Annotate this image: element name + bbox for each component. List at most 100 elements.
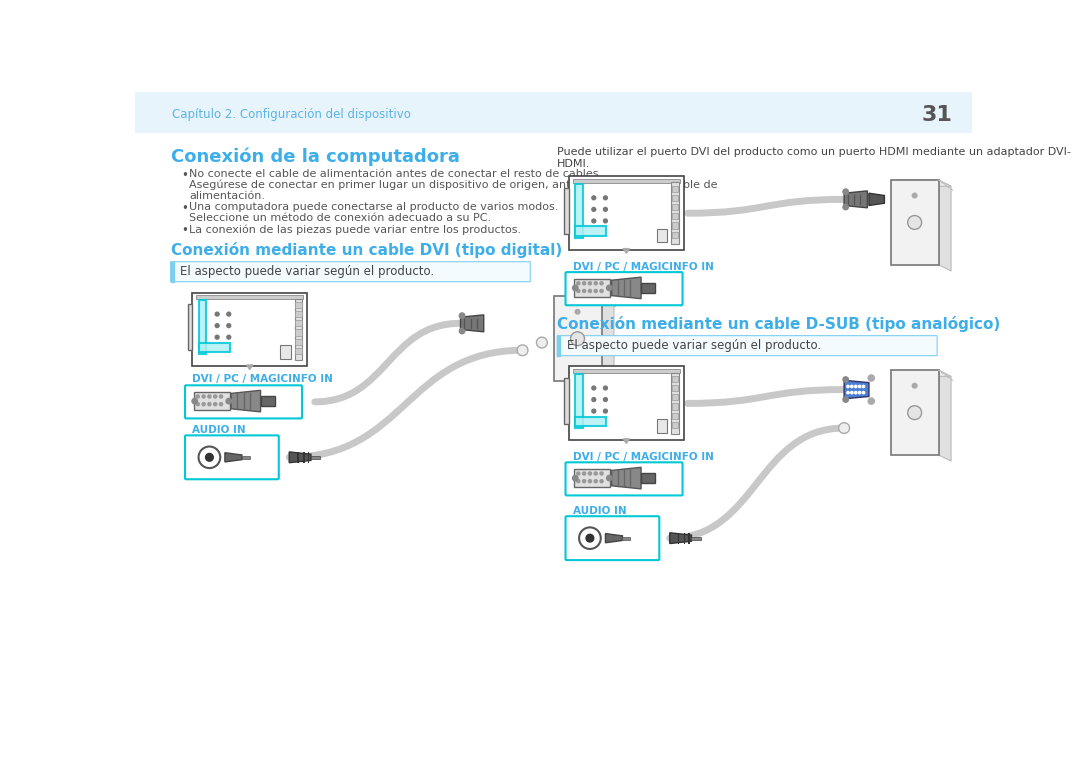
Circle shape [215, 324, 219, 327]
Bar [688, 533, 690, 543]
Polygon shape [891, 370, 951, 376]
Bar [672, 404, 678, 410]
Text: No conecte el cable de alimentación antes de conectar el resto de cables.: No conecte el cable de alimentación ante… [189, 169, 603, 179]
Circle shape [594, 289, 597, 292]
Circle shape [913, 193, 917, 198]
FancyBboxPatch shape [185, 385, 302, 418]
Text: •: • [181, 224, 188, 237]
Bar [672, 204, 678, 210]
Bar [657, 419, 667, 433]
Text: Capítulo 2. Configuración del dispositivo: Capítulo 2. Configuración del dispositiv… [172, 108, 411, 121]
Polygon shape [611, 277, 642, 298]
Text: 31: 31 [921, 105, 953, 124]
Circle shape [859, 385, 861, 388]
Bar [197, 295, 303, 299]
Bar [684, 533, 685, 543]
Circle shape [854, 385, 856, 388]
Circle shape [851, 391, 853, 394]
Text: Puede utilizar el puerto DVI del producto como un puerto HDMI mediante un adapta: Puede utilizar el puerto DVI del product… [557, 147, 1071, 157]
Polygon shape [845, 191, 867, 208]
Bar [296, 348, 301, 354]
Bar [296, 302, 301, 308]
Text: AUDIO IN: AUDIO IN [572, 506, 626, 516]
Bar [297, 452, 298, 462]
Bar [188, 304, 192, 350]
Circle shape [582, 282, 585, 285]
Circle shape [592, 386, 596, 390]
Text: Asegúrese de conectar en primer lugar un dispositivo de origen, antes de conecta: Asegúrese de conectar en primer lugar un… [189, 180, 718, 190]
Bar [891, 370, 939, 455]
Bar [280, 345, 291, 359]
Text: HDMI.: HDMI. [557, 159, 591, 169]
FancyBboxPatch shape [557, 336, 937, 356]
Circle shape [572, 475, 578, 481]
Circle shape [207, 403, 211, 406]
Circle shape [197, 395, 200, 398]
Bar [642, 474, 656, 483]
Bar [242, 456, 249, 459]
Text: La conexión de las piezas puede variar entre los productos.: La conexión de las piezas puede variar e… [189, 224, 522, 235]
Text: Una computadora puede conectarse al producto de varios modos.: Una computadora puede conectarse al prod… [189, 202, 558, 212]
Text: alimentación.: alimentación. [189, 191, 266, 201]
Circle shape [851, 385, 853, 388]
Circle shape [862, 385, 865, 388]
Bar [295, 298, 302, 360]
Circle shape [604, 219, 607, 223]
Polygon shape [606, 533, 622, 542]
Bar [569, 176, 684, 250]
Text: Conexión mediante un cable D-SUB (tipo analógico): Conexión mediante un cable D-SUB (tipo a… [557, 316, 1001, 332]
Bar [672, 372, 679, 434]
Circle shape [843, 189, 849, 195]
Circle shape [859, 391, 861, 394]
Circle shape [607, 285, 612, 291]
Circle shape [589, 289, 592, 292]
Text: DVI / PC / MAGICINFO IN: DVI / PC / MAGICINFO IN [192, 374, 334, 384]
Circle shape [604, 409, 607, 413]
Bar [575, 278, 610, 297]
Circle shape [586, 534, 594, 542]
Circle shape [570, 332, 584, 346]
Bar [296, 339, 301, 345]
Circle shape [843, 204, 849, 210]
Circle shape [592, 409, 596, 413]
Text: Seleccione un método de conexión adecuado a su PC.: Seleccione un método de conexión adecuad… [189, 213, 491, 224]
Bar [569, 366, 684, 440]
Circle shape [577, 282, 580, 285]
Circle shape [868, 375, 875, 381]
Bar [296, 330, 301, 336]
Bar [565, 378, 569, 424]
Bar [554, 296, 602, 381]
Text: DVI / PC / MAGICINFO IN: DVI / PC / MAGICINFO IN [572, 262, 714, 272]
Circle shape [589, 472, 592, 475]
Circle shape [843, 397, 849, 402]
Polygon shape [225, 452, 242, 462]
Circle shape [202, 403, 205, 406]
Text: •: • [181, 169, 188, 182]
Circle shape [202, 395, 205, 398]
Circle shape [604, 398, 607, 401]
Circle shape [197, 403, 200, 406]
Circle shape [604, 386, 607, 390]
Bar [672, 195, 678, 201]
Circle shape [592, 208, 596, 211]
Polygon shape [623, 439, 630, 443]
Text: Conexión de la computadora: Conexión de la computadora [171, 147, 459, 166]
Text: •: • [181, 202, 188, 215]
Circle shape [537, 337, 548, 348]
Bar [308, 452, 309, 462]
Bar [557, 336, 561, 356]
Circle shape [907, 215, 921, 230]
Circle shape [192, 398, 198, 404]
Circle shape [600, 289, 603, 292]
Circle shape [582, 289, 585, 292]
Bar [572, 179, 679, 183]
Bar [672, 385, 678, 391]
Bar [672, 223, 678, 229]
Circle shape [868, 398, 875, 404]
Polygon shape [891, 180, 951, 186]
Circle shape [207, 395, 211, 398]
Circle shape [576, 310, 580, 314]
Bar [691, 536, 701, 539]
Polygon shape [939, 370, 951, 461]
FancyBboxPatch shape [566, 272, 683, 305]
